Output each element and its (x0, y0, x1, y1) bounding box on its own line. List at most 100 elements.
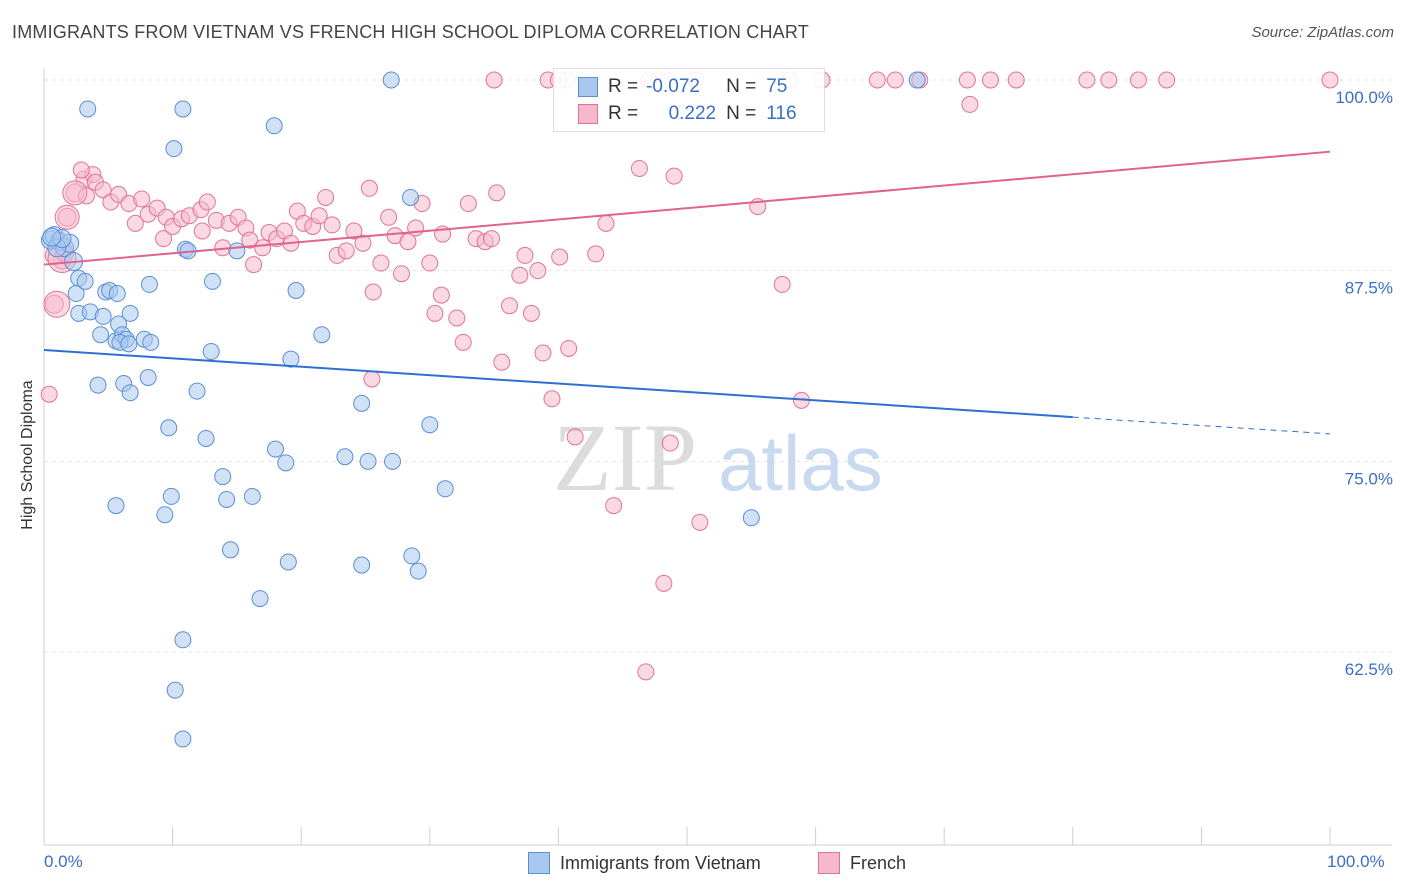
x-tick-min: 0.0% (44, 852, 83, 871)
point-french (529, 262, 547, 280)
point-french (323, 216, 341, 234)
point-vietnam (142, 333, 160, 351)
point-french (551, 248, 569, 266)
point-french (426, 304, 444, 322)
point-french (691, 513, 709, 531)
point-french (1078, 71, 1096, 89)
point-french (72, 161, 90, 179)
series-vietnam-points (40, 71, 926, 748)
point-vietnam (79, 100, 97, 118)
point-vietnam (89, 376, 107, 394)
point-vietnam (228, 242, 246, 260)
point-french (421, 254, 439, 272)
legend-n-label: N = (726, 103, 757, 124)
legend-label-vietnam: Immigrants from Vietnam (560, 852, 761, 873)
point-french (511, 266, 529, 284)
point-vietnam (139, 368, 157, 386)
point-french (133, 190, 151, 208)
point-french (360, 179, 378, 197)
legend-n-label: N = (726, 76, 757, 97)
point-vietnam (265, 117, 283, 135)
point-vietnam (282, 350, 300, 368)
point-french (773, 275, 791, 293)
point-french (337, 242, 355, 260)
point-vietnam (336, 448, 354, 466)
point-vietnam (121, 304, 139, 322)
point-vietnam (243, 487, 261, 505)
point-vietnam (174, 730, 192, 748)
point-french (94, 181, 112, 199)
point-vietnam (266, 440, 284, 458)
point-french (958, 71, 976, 89)
point-vietnam (287, 281, 305, 299)
point-vietnam (203, 272, 221, 290)
point-french (254, 239, 272, 257)
point-french (587, 245, 605, 263)
point-french-large (43, 290, 71, 318)
point-french (399, 233, 417, 251)
point-vietnam (174, 100, 192, 118)
point-vietnam (353, 394, 371, 412)
legend-swatch-vietnam (578, 77, 598, 97)
point-vietnam (908, 71, 926, 89)
series-french-points (40, 71, 1339, 681)
point-french-large (54, 204, 80, 230)
point-french (630, 159, 648, 177)
point-vietnam (160, 419, 178, 437)
point-vietnam (121, 384, 139, 402)
legend-item-vietnam[interactable]: Immigrants from Vietnam (528, 852, 761, 874)
x-tick-max: 100.0% (1327, 852, 1385, 871)
point-french (665, 167, 683, 185)
point-french (393, 265, 411, 283)
point-french (566, 428, 584, 446)
point-french (193, 222, 211, 240)
point-vietnam (277, 454, 295, 472)
point-french (363, 370, 381, 388)
point-vietnam (421, 416, 439, 434)
point-french (345, 222, 363, 240)
point-french (354, 234, 372, 252)
legend-r-label: R = (608, 76, 639, 97)
point-vietnam (67, 285, 85, 303)
point-vietnam (162, 487, 180, 505)
chart-title: IMMIGRANTS FROM VIETNAM VS FRENCH HIGH S… (12, 22, 809, 42)
legend-swatch-french (578, 104, 598, 124)
legend-item-french[interactable]: French (818, 852, 906, 874)
point-french (560, 339, 578, 357)
y-tick-label: 100.0% (1335, 88, 1393, 107)
legend-swatch-vietnam (528, 852, 550, 874)
legend-r-value: -0.072 (646, 76, 700, 97)
point-french (40, 385, 58, 403)
point-vietnam (197, 429, 215, 447)
point-french (485, 71, 503, 89)
legend-swatch-french (818, 852, 840, 874)
point-vietnam (174, 631, 192, 649)
trend-line-french (43, 150, 1331, 266)
y-tick-labels: 62.5% 75.0% 87.5% 100.0% (1335, 88, 1393, 679)
point-french (501, 297, 519, 315)
point-vietnam (108, 285, 126, 303)
point-vietnam (202, 343, 220, 361)
point-french (126, 214, 144, 232)
point-french (488, 184, 506, 202)
point-french (483, 230, 501, 248)
trend-lines (43, 150, 1331, 435)
point-vietnam (221, 541, 239, 559)
point-french (522, 304, 540, 322)
point-vietnam (156, 506, 174, 524)
point-vietnam (107, 497, 125, 515)
trend-line-vietnam (43, 348, 1073, 419)
point-french (364, 283, 382, 301)
point-vietnam (359, 452, 377, 470)
point-vietnam (92, 326, 110, 344)
gridlines (44, 79, 1392, 653)
point-vietnam (353, 556, 371, 574)
point-vietnam (188, 382, 206, 400)
legend-r-label: R = (608, 103, 639, 124)
point-vietnam (76, 272, 94, 290)
y-tick-label: 62.5% (1345, 660, 1393, 679)
point-vietnam (218, 490, 236, 508)
stats-legend: R = -0.072 N = 75 R = 0.222 N = 116 (553, 68, 825, 132)
point-french (516, 246, 534, 264)
point-vietnam (279, 553, 297, 571)
